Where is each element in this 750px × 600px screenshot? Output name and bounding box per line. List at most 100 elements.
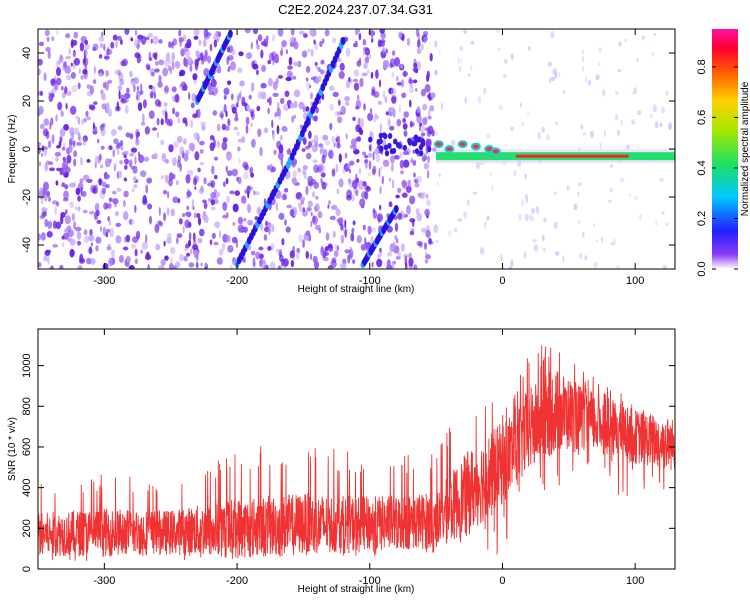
spectrogram-noise-cell: [130, 79, 136, 86]
spectrogram-noise-cell: [401, 192, 408, 198]
spectrogram-noise-cell: [41, 207, 48, 212]
spectrogram-noise-cell: [38, 233, 42, 241]
spectrogram-noise-cell: [227, 170, 233, 177]
spectrogram-noise-cell: [230, 61, 236, 71]
spectrogram-noise-cell: [293, 114, 296, 119]
spectrogram-noise-cell: [165, 52, 171, 62]
spectrogram-noise-cell: [80, 118, 85, 125]
spectrogram-noise-cell: [350, 79, 353, 83]
spectrogram-noise-cell: [97, 154, 102, 164]
spectrogram-noise-cell: [89, 85, 95, 95]
spectrogram-noise-cell: [139, 83, 143, 92]
spectrogram-noise-cell: [664, 222, 669, 226]
spectrogram-noise-cell: [529, 215, 535, 222]
spectrogram-noise-cell: [356, 60, 361, 66]
spectrogram-noise-cell: [148, 110, 155, 119]
spectrogram-noise-cell: [257, 128, 262, 137]
spectrogram-noise-cell: [314, 61, 318, 66]
spectrogram-noise-cell: [477, 95, 482, 104]
spectrogram-noise-cell: [345, 47, 351, 57]
spectrogram-noise-cell: [257, 34, 263, 42]
spectrogram-signal-blob: [470, 142, 481, 151]
spectrogram-noise-cell: [47, 50, 51, 59]
spectrogram-noise-cell: [259, 222, 264, 231]
spectrogram-noise-cell: [118, 255, 124, 263]
spectrogram-noise-cell: [503, 74, 507, 78]
spectrogram-noise-cell: [353, 69, 359, 77]
spectrogram-noise-cell: [406, 204, 411, 215]
spectrogram-noise-cell: [364, 244, 370, 252]
spectrogram-noise-cell: [317, 67, 321, 72]
spectrogram-noise-cell: [229, 264, 233, 269]
spectrogram-noise-cell: [161, 109, 166, 115]
spectrogram-noise-cell: [59, 264, 64, 269]
spectrogram-noise-cell: [495, 29, 500, 33]
spectrogram-noise-cell: [243, 171, 249, 180]
spectrogram-signal-cell: [368, 136, 373, 143]
spectrogram-noise-cell: [185, 243, 190, 249]
spectrogram-noise-cell: [269, 163, 273, 173]
spectrogram-noise-cell: [60, 214, 64, 225]
spectrogram-noise-cell: [272, 131, 275, 141]
spectrogram-noise-cell: [66, 154, 72, 164]
spectrogram-noise-cell: [297, 167, 301, 173]
spectrogram-noise-cell: [320, 246, 325, 256]
spectrogram-noise-cell: [307, 181, 314, 187]
spectrogram-noise-cell: [129, 152, 135, 157]
snr-series-line: [38, 345, 675, 562]
spectrogram-noise-cell: [409, 86, 414, 94]
spectrogram-noise-cell: [66, 74, 72, 81]
spectrogram-noise-cell: [198, 39, 202, 46]
spectrogram-noise-cell: [368, 145, 371, 151]
spectrogram-noise-cell: [318, 228, 321, 234]
spectrogram-noise-cell: [436, 181, 439, 186]
spectrogram-noise-cell: [178, 253, 184, 262]
spectrogram-noise-cell: [333, 142, 336, 148]
spectrogram-noise-cell: [302, 207, 305, 213]
spectrogram-noise-cell: [427, 115, 432, 120]
spectrogram-noise-cell: [241, 195, 247, 204]
spectrogram-noise-cell: [40, 123, 45, 130]
spectrogram-noise-cell: [543, 217, 547, 223]
spectrogram-noise-cell: [136, 86, 139, 91]
spectrogram-noise-cell: [77, 82, 81, 90]
spectrogram-x-tick-label: -200: [226, 275, 248, 287]
spectrogram-noise-cell: [158, 39, 163, 44]
spectrogram-noise-cell: [633, 87, 637, 94]
spectrogram-noise-cell: [381, 175, 384, 185]
spectrogram-noise-cell: [134, 204, 137, 213]
spectrogram-noise-cell: [66, 225, 72, 230]
spectrogram-noise-cell: [359, 198, 366, 207]
snr-x-axis-label: Height of straight line (km): [298, 584, 415, 595]
spectrogram-noise-cell: [221, 123, 227, 131]
spectrogram-noise-cell: [298, 202, 302, 209]
spectrogram-noise-cell: [578, 220, 581, 224]
spectrogram-signal-blob: [433, 140, 444, 149]
spectrogram-noise-cell: [402, 71, 409, 77]
spectrogram-noise-cell: [118, 170, 122, 179]
spectrogram-noise-cell: [558, 72, 561, 78]
spectrogram-noise-cell: [237, 67, 243, 73]
spectrogram-noise-cell: [310, 76, 316, 81]
spectrogram-noise-cell: [382, 159, 390, 167]
spectrogram-noise-cell: [110, 129, 117, 136]
snr-x-tick-label: -200: [226, 575, 248, 587]
spectrogram-noise-cell: [203, 202, 208, 210]
snr-x-tick-label: 100: [626, 575, 644, 587]
spectrogram-noise-cell: [134, 258, 138, 265]
spectrogram-noise-cell: [510, 53, 514, 61]
spectrogram-noise-cell: [194, 186, 197, 190]
spectrogram-noise-cell: [134, 248, 138, 257]
spectrogram-y-axis-label: Frequency (Hz): [7, 115, 18, 184]
spectrogram-noise-cell: [83, 69, 88, 80]
spectrogram-noise-cell: [486, 133, 491, 139]
spectrogram-noise-cell: [107, 79, 113, 84]
spectrogram-noise-cell: [402, 150, 409, 156]
spectrogram-noise-cell: [324, 251, 330, 256]
spectrogram-noise-cell: [356, 235, 362, 244]
spectrogram-noise-cell: [54, 206, 57, 216]
spectrogram-noise-cell: [170, 257, 173, 267]
spectrogram-noise-cell: [268, 227, 271, 236]
spectrogram-noise-cell: [573, 203, 578, 211]
spectrogram-noise-cell: [317, 211, 323, 219]
